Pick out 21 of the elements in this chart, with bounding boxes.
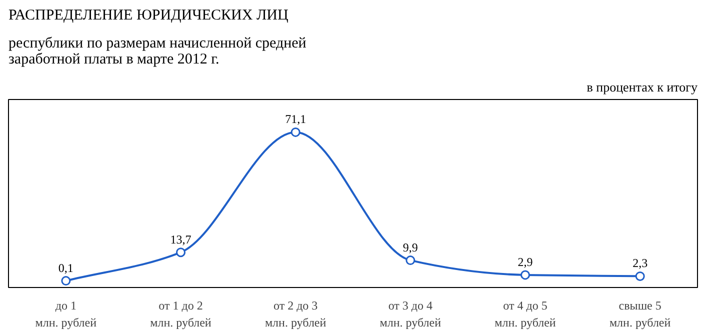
point xyxy=(290,127,300,137)
x-tick-label: от 4 до 5 млн. рублей xyxy=(494,298,556,330)
x-tick-label: свыше 5 млн. рублей xyxy=(609,298,672,330)
x-tick-label: до 1 млн. рублей xyxy=(35,298,98,330)
chart-subtitle: республики по размерам начисленной средней заработной платы в марте 2012 г. xyxy=(8,36,306,68)
x-tick-label: от 1 до 2 млн. рублей xyxy=(150,298,212,330)
text: в процентах к итогу xyxy=(586,80,698,94)
data-label: 2,3 xyxy=(632,256,648,270)
point xyxy=(176,248,186,258)
point xyxy=(520,270,530,280)
data-label: 71,1 xyxy=(285,112,306,126)
x-tick-label: от 3 до 4 млн. рублей xyxy=(380,298,442,330)
data-label: 13,7 xyxy=(170,232,192,246)
data-label: 9,9 xyxy=(402,240,418,254)
data-label: 0,1 xyxy=(58,260,74,275)
point xyxy=(61,276,71,286)
x-tick-label: от 2 до 3 млн. рублей xyxy=(264,298,327,330)
chart-title: РАСПРЕДЕЛЕНИЕ ЮРИДИЧЕСКИХ ЛИЦ xyxy=(8,8,288,24)
data-label: 2,9 xyxy=(518,254,533,269)
point xyxy=(406,256,416,266)
point xyxy=(635,271,645,281)
